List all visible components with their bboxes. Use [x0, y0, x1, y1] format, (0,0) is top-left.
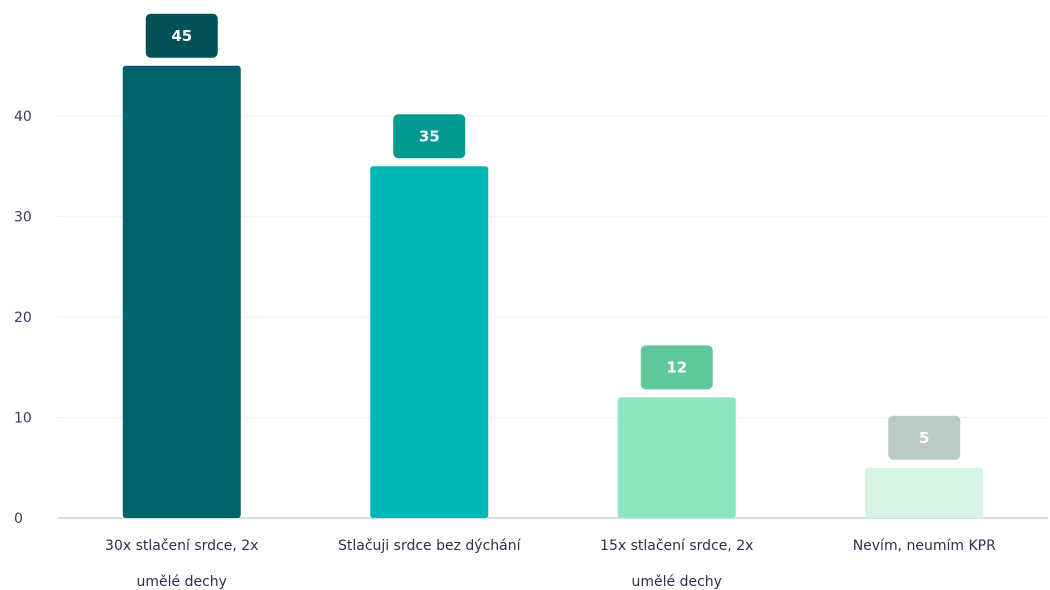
category-label: umělé dechy [632, 574, 722, 590]
value-label: 5 [919, 429, 929, 447]
y-axis: 0 10 20 30 40 [14, 109, 32, 527]
category-label: Nevím, neumím KPR [853, 538, 996, 554]
value-label-badge [640, 345, 713, 390]
category-label: 15x stlačení srdce, 2x [600, 538, 753, 554]
y-tick-label: 40 [14, 109, 32, 125]
value-label: 35 [419, 127, 440, 145]
value-label-badge [888, 415, 961, 460]
y-tick-label: 10 [14, 411, 32, 427]
bar[interactable] [122, 65, 241, 518]
bar[interactable] [865, 467, 984, 518]
y-tick-label: 30 [14, 210, 32, 226]
y-tick-label: 20 [14, 310, 32, 326]
value-label: 12 [666, 358, 687, 376]
bars [122, 65, 984, 518]
bar[interactable] [370, 166, 489, 518]
value-label: 45 [171, 27, 192, 45]
x-axis-labels: 30x stlačení srdce, 2x umělé dechy Stlačuj… [105, 538, 996, 590]
y-tick-label: 0 [14, 511, 23, 527]
value-label-badge [145, 13, 218, 58]
category-label: 30x stlačení srdce, 2x [105, 538, 258, 554]
category-label: umělé dechy [137, 574, 227, 590]
value-labels: 45 35 12 5 [145, 13, 961, 460]
value-label-badge [393, 114, 466, 159]
bar[interactable] [617, 397, 736, 518]
category-label: Stlačuji srdce bez dýchání [338, 538, 522, 554]
